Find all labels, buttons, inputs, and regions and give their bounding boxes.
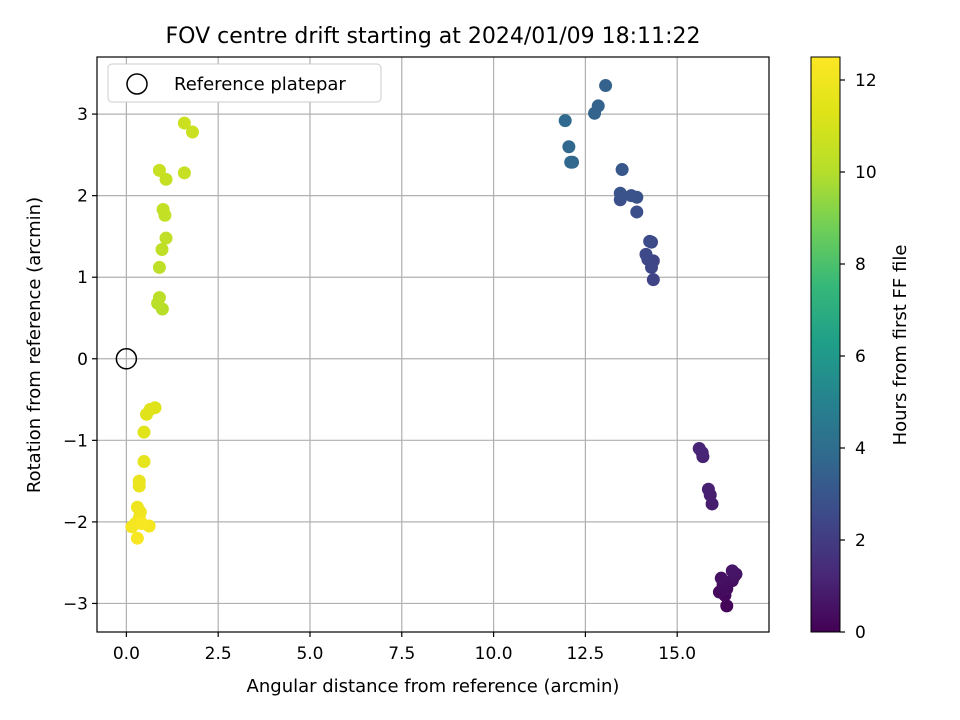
grid (97, 57, 769, 632)
data-point (562, 140, 576, 154)
y-tick-label: −1 (63, 431, 88, 451)
data-point (720, 599, 734, 613)
data-point (639, 247, 653, 261)
plot-area (97, 57, 769, 632)
data-point (177, 166, 191, 180)
colorbar (810, 56, 841, 633)
data-point (725, 564, 739, 578)
data-point (630, 205, 644, 219)
data-point (613, 186, 627, 200)
data-point (591, 99, 605, 113)
data-point (692, 441, 706, 455)
reference-platepar-marker (115, 348, 138, 370)
reference-marker-layer (115, 348, 138, 370)
data-point (159, 172, 173, 186)
data-point (615, 163, 629, 177)
data-point (125, 520, 139, 534)
colorbar-label: Hours from first FF file (890, 245, 911, 446)
data-point (159, 231, 173, 245)
data-point (564, 155, 578, 169)
data-point (558, 114, 572, 128)
x-tick-label: 10.0 (475, 644, 513, 664)
y-axis-label: Rotation from reference (arcmin) (24, 197, 45, 493)
data-point (646, 273, 660, 287)
colorbar-tick-label: 2 (855, 531, 866, 551)
x-tick-label: 2.5 (205, 644, 232, 664)
data-point (714, 571, 728, 585)
colorbar-tick-label: 0 (855, 623, 866, 643)
y-tick-label: 2 (77, 187, 88, 207)
plot-frame (96, 56, 770, 633)
y-axis-ticks: −3 −2 −1 0 1 2 3 (63, 105, 97, 614)
x-tick-label: 5.0 (296, 644, 323, 664)
colorbar-tick-label: 4 (855, 439, 866, 459)
data-point (137, 455, 151, 469)
data-point (185, 125, 199, 139)
data-point (132, 479, 146, 493)
legend-reference-marker (126, 73, 148, 95)
y-tick-label: 0 (77, 350, 88, 370)
y-tick-label: −3 (63, 594, 88, 614)
x-tick-label: 12.5 (566, 644, 604, 664)
colorbar-tick-label: 6 (855, 347, 866, 367)
x-tick-label: 7.5 (388, 644, 415, 664)
data-points (125, 79, 743, 613)
data-point (152, 291, 166, 305)
data-point (156, 203, 170, 217)
data-point (152, 260, 166, 274)
data-point (643, 234, 657, 248)
colorbar-tick-label: 10 (855, 163, 877, 183)
chart-title: FOV centre drift starting at 2024/01/09 … (166, 24, 701, 49)
data-point (624, 189, 638, 203)
data-point (137, 425, 151, 439)
data-point (152, 163, 166, 177)
data-point (140, 407, 154, 421)
y-tick-label: 1 (77, 268, 88, 288)
legend-label: Reference platepar (174, 74, 346, 95)
colorbar-tick-label: 12 (855, 71, 877, 91)
y-tick-label: 3 (77, 105, 88, 125)
data-point (135, 517, 149, 531)
y-tick-label: −2 (63, 513, 88, 533)
legend: Reference platepar (107, 63, 382, 103)
legend-box (107, 63, 382, 103)
data-point (177, 116, 191, 130)
x-tick-label: 15.0 (658, 644, 696, 664)
data-point (155, 242, 169, 256)
data-point (130, 531, 144, 545)
x-axis-label: Angular distance from reference (arcmin) (247, 676, 620, 697)
x-axis-ticks: 0.0 2.5 5.0 7.5 10.0 12.5 15.0 (113, 632, 696, 664)
x-tick-label: 0.0 (113, 644, 140, 664)
data-point (701, 482, 715, 496)
colorbar-tick-label: 8 (855, 255, 866, 275)
colorbar-ticks: 0 2 4 6 8 10 12 (840, 71, 877, 643)
data-point (599, 79, 613, 93)
